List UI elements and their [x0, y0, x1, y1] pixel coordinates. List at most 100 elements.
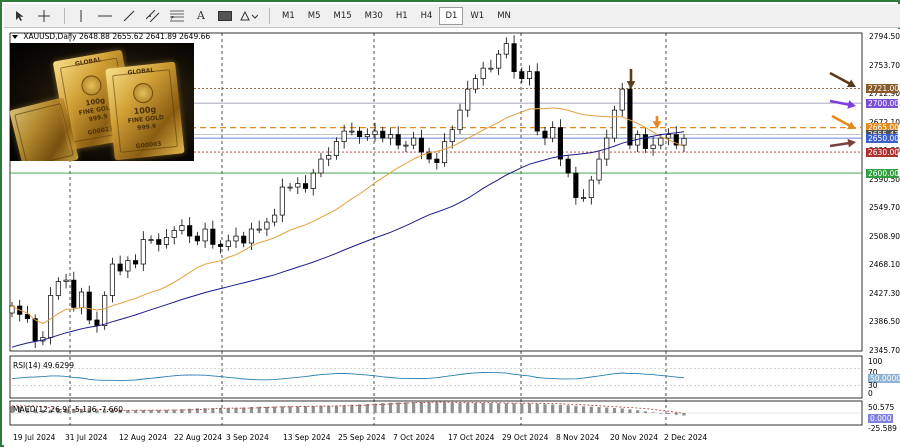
macd-bar: [597, 407, 601, 413]
macd-bar: [512, 403, 516, 413]
timeframe-d1[interactable]: D1: [439, 6, 464, 25]
candle-body: [434, 158, 440, 163]
candle-body: [318, 158, 324, 174]
arrow-orange-icon-head: [847, 121, 856, 130]
candle-body: [302, 183, 309, 189]
timeframe-m1[interactable]: M1: [282, 10, 295, 21]
rsi-axis-label: 70: [868, 368, 878, 377]
candle-body: [526, 71, 533, 79]
macd-bar: [450, 402, 454, 413]
macd-bar: [404, 402, 408, 413]
candle-body: [650, 144, 656, 149]
crosshair-icon[interactable]: [34, 6, 54, 26]
macd-bar: [103, 410, 107, 413]
horizontal-line-icon[interactable]: [95, 6, 115, 26]
candle-body: [333, 141, 339, 156]
symbol-header: XAUUSD,Daily 2648.88 2655.62 2641.89 264…: [12, 32, 210, 41]
macd-bar: [458, 402, 462, 413]
candle-body: [658, 137, 664, 146]
channel-icon[interactable]: [143, 6, 163, 26]
shapes-icon[interactable]: [239, 6, 259, 26]
price-axis-label: 2672.10: [869, 118, 900, 127]
macd-bar: [396, 402, 400, 413]
macd-bar: [682, 413, 686, 416]
macd-bar: [280, 406, 284, 413]
candle-body: [179, 225, 185, 231]
candle-body: [357, 130, 363, 138]
arrow-brown-icon-head: [847, 79, 856, 88]
macd-bar: [311, 406, 315, 413]
candle-body: [596, 158, 602, 181]
price-axis-label: 2549.70: [869, 203, 900, 213]
rsi-axis-label: 0: [868, 389, 873, 398]
trendline-icon[interactable]: [119, 6, 139, 26]
fibonacci-icon[interactable]: F: [167, 6, 187, 26]
candle-body: [465, 88, 471, 111]
timeframe-mn[interactable]: MN: [497, 10, 511, 21]
candle-body: [511, 43, 517, 72]
timeframe-m15[interactable]: M15: [333, 10, 352, 21]
candle-body: [256, 228, 262, 231]
arrow-purple-icon-head: [847, 100, 856, 109]
timeframe-m30[interactable]: M30: [364, 10, 383, 21]
chart-canvas[interactable]: [4, 29, 900, 447]
text-icon[interactable]: A: [191, 6, 211, 26]
macd-bar: [141, 410, 145, 413]
timeframe-h1[interactable]: H1: [395, 10, 408, 21]
price-tag: 2700.00: [866, 98, 900, 108]
macd-bar: [466, 402, 470, 413]
gold-bars-photo: GLOBAL 100g FINE GOLD 999.9 G00023 GLOBA…: [10, 43, 194, 161]
candle-body: [210, 228, 216, 245]
macd-bar: [72, 409, 76, 413]
rsi-panel-border: [9, 355, 863, 399]
candle-body: [63, 279, 69, 282]
macd-bar: [303, 406, 308, 413]
macd-bar: [10, 405, 14, 413]
macd-bar: [427, 402, 431, 413]
candle-body: [78, 291, 85, 308]
macd-bar: [203, 408, 207, 413]
candle-body: [642, 134, 648, 149]
macd-bar: [489, 403, 493, 413]
candle-body: [310, 172, 316, 189]
candle-body: [619, 88, 625, 111]
macd-bar: [643, 411, 647, 413]
candle-body: [387, 134, 394, 139]
price-tag: 2665.00: [866, 123, 900, 133]
price-axis-label: 2794.50: [869, 32, 900, 41]
cursor-icon[interactable]: [10, 6, 30, 26]
candle-body: [627, 88, 633, 146]
candle-body: [102, 295, 108, 326]
price-tag: 2721.00: [866, 83, 900, 93]
timeframe-w1[interactable]: W1: [470, 10, 485, 21]
vertical-line-icon[interactable]: [71, 6, 91, 26]
macd-bar: [164, 409, 169, 413]
candle-body: [681, 137, 687, 146]
collapse-triangle-icon[interactable]: [12, 35, 18, 39]
macd-bar: [257, 406, 261, 413]
macd-bar: [133, 410, 138, 413]
macd-bar: [79, 409, 84, 413]
date-axis-label: 8 Nov 2024: [556, 433, 600, 442]
macd-bar: [288, 406, 292, 413]
label-icon[interactable]: [215, 6, 235, 26]
macd-bar: [365, 404, 369, 413]
candle-body: [187, 225, 193, 237]
macd-bar: [605, 407, 609, 413]
timeframe-h4[interactable]: H4: [420, 10, 433, 21]
macd-bar: [211, 408, 215, 413]
macd-bar: [327, 405, 331, 413]
macd-bar: [558, 404, 563, 413]
candle-body: [24, 314, 30, 319]
candle-body: [133, 260, 139, 265]
candle-body: [557, 127, 563, 160]
macd-bar: [195, 408, 199, 413]
timeframe-m5[interactable]: M5: [307, 10, 321, 21]
macd-bar: [87, 409, 91, 413]
macd-bar: [157, 410, 161, 413]
candle-body: [241, 235, 247, 244]
price-chart[interactable]: XAUUSD,Daily 2648.88 2655.62 2641.89 264…: [4, 29, 900, 447]
macd-bar: [473, 402, 478, 413]
candle-body: [666, 134, 672, 139]
